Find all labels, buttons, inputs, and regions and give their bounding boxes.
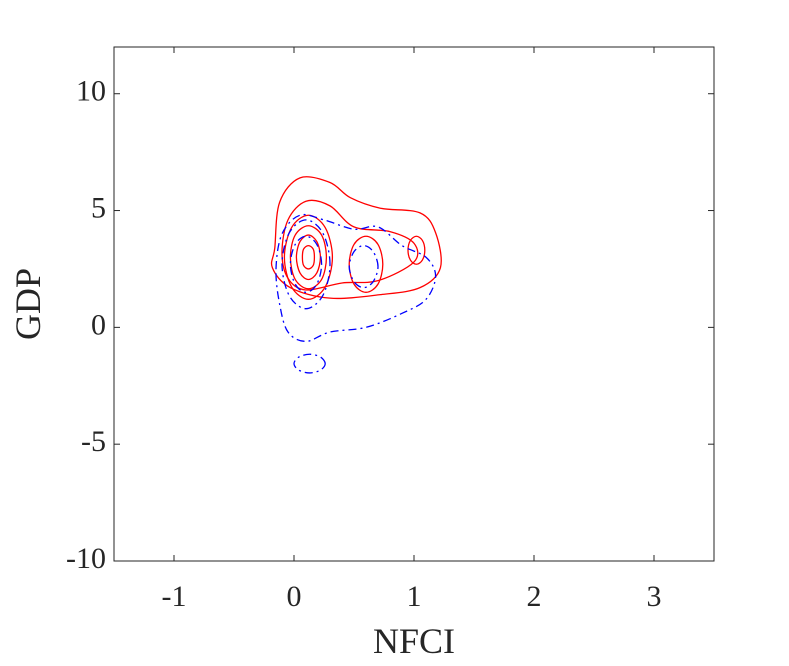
y-tick-label: -5 [81,425,106,458]
y-tick-label: 10 [76,75,106,108]
contour-line [293,353,326,374]
y-axis-label: GDP [8,268,48,340]
contour-line [275,213,437,343]
contour-line [281,199,419,291]
x-tick-label: 3 [647,580,662,613]
contour-line [289,225,328,290]
contour-line [283,214,334,300]
axes-box [113,46,715,562]
contour-line [348,244,379,289]
x-tick-label: -1 [162,580,187,613]
x-tick-label: 2 [527,580,542,613]
contour-line [407,235,426,265]
x-tick-label: 1 [407,580,422,613]
contour-line [289,235,323,293]
contour-line [295,234,322,281]
x-tick-label: 0 [287,580,302,613]
contour-line [301,244,316,270]
contour-line [281,219,331,310]
y-tick-label: -10 [66,542,106,575]
y-tick-label: 5 [91,191,106,224]
contour-line [348,235,384,293]
x-axis-label: NFCI [373,621,455,661]
contour-line [270,176,442,300]
y-tick-label: 0 [91,308,106,341]
